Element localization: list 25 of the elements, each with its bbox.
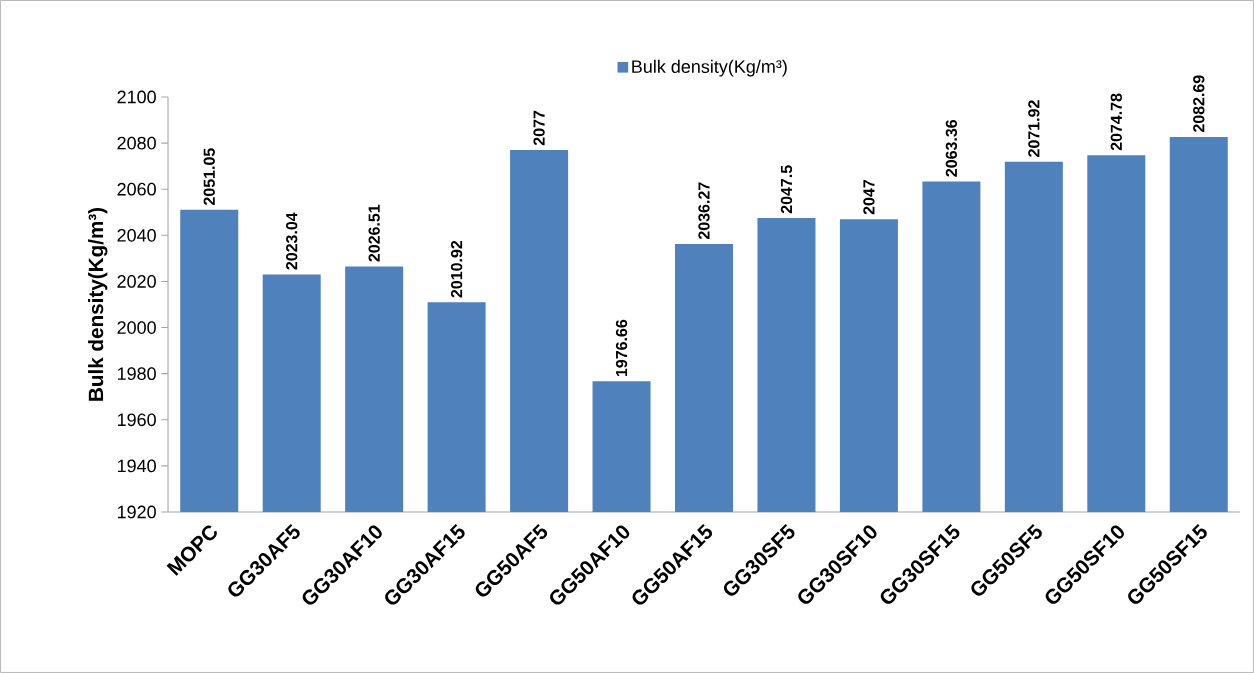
- data-label: 2023.04: [286, 212, 298, 270]
- y-tick-label: 1980: [117, 367, 156, 381]
- data-label: 2010.92: [450, 240, 463, 298]
- legend-label: Bulk density(Kg/m³): [632, 59, 787, 77]
- y-axis-title: Bulk density(Kg/m³): [88, 207, 108, 401]
- data-label: 2047.5: [780, 165, 793, 214]
- y-tick-label: 2040: [117, 228, 156, 242]
- y-tick-label: 1920: [117, 505, 156, 519]
- y-tick-label: 1960: [117, 413, 156, 427]
- data-label: 2074.78: [1110, 93, 1122, 151]
- data-label: 2036.27: [698, 182, 710, 240]
- data-label: 1976.66: [615, 319, 628, 377]
- data-label: 2026.51: [368, 204, 380, 262]
- y-tick-label: 1940: [117, 459, 156, 473]
- y-tick-label: 2020: [117, 275, 156, 288]
- y-tick-label: 2060: [117, 182, 156, 196]
- data-label: 2082.69: [1193, 75, 1205, 133]
- data-label: 2047: [863, 180, 875, 215]
- y-tick-label: 2100: [117, 90, 156, 104]
- data-label: 2077: [533, 110, 545, 146]
- data-label: 2051.05: [203, 148, 215, 206]
- y-tick-label: 2080: [117, 136, 156, 150]
- data-label: 2071.92: [1028, 100, 1040, 157]
- y-tick-label: 2000: [117, 321, 156, 334]
- data-label: 2063.36: [945, 119, 958, 177]
